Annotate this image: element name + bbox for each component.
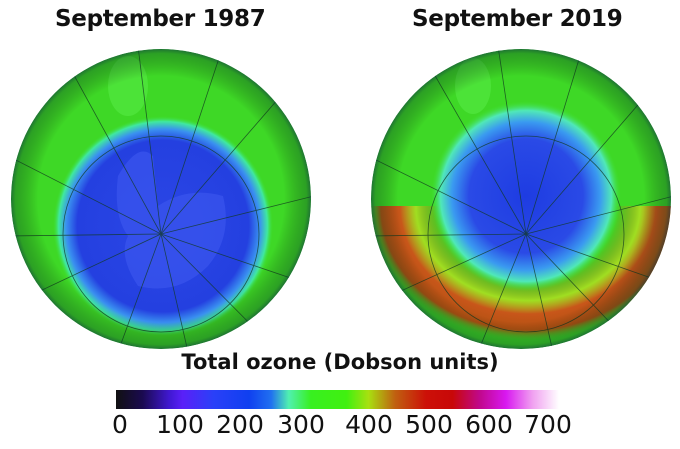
tick-400: 400 (345, 410, 393, 439)
colorbar (116, 390, 559, 409)
ozone-map-1987 (11, 49, 311, 349)
panel-title-1987: September 1987 (55, 6, 266, 32)
tick-600: 600 (465, 410, 513, 439)
ozone-map-2019 (371, 49, 671, 349)
tick-100: 100 (156, 410, 204, 439)
tick-0: 0 (112, 410, 128, 439)
tick-200: 200 (216, 410, 264, 439)
tick-700: 700 (524, 410, 572, 439)
panel-title-2019: September 2019 (412, 6, 623, 32)
tick-300: 300 (277, 410, 325, 439)
legend-title: Total ozone (Dobson units) (181, 350, 499, 374)
tick-500: 500 (405, 410, 453, 439)
